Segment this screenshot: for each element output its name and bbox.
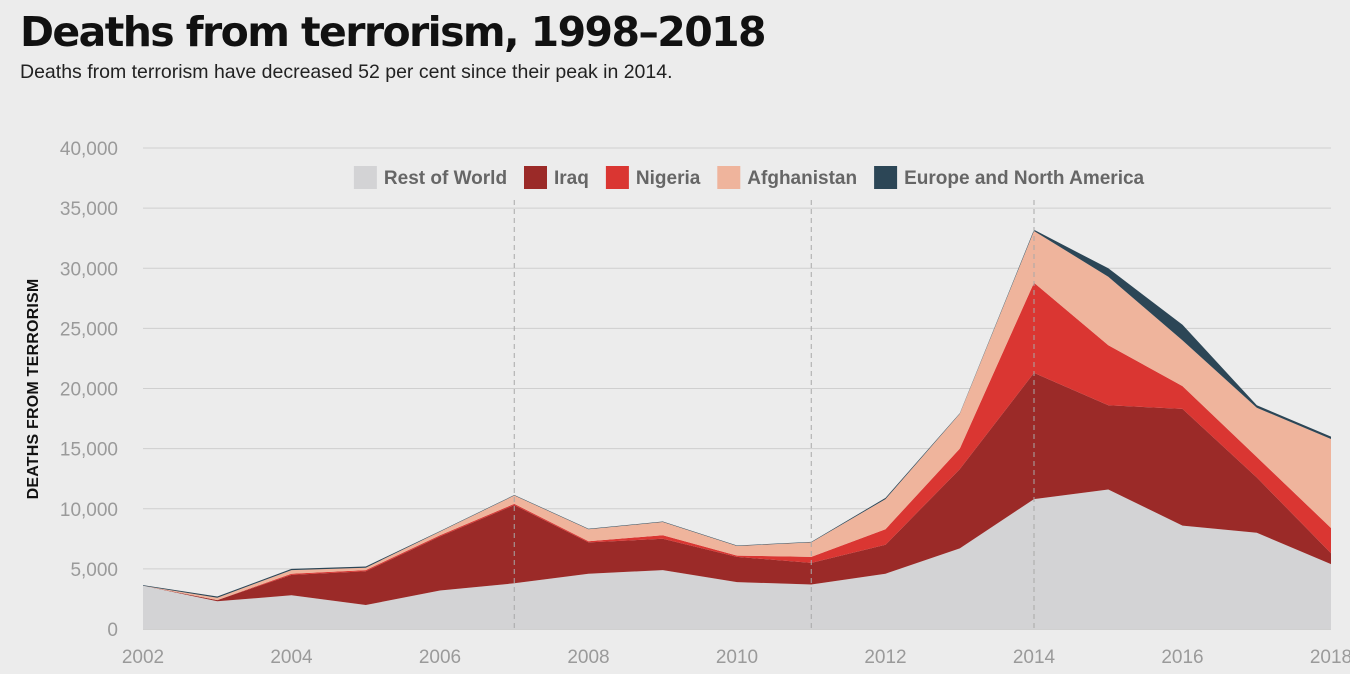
- x-tick-label: 2018: [1310, 647, 1350, 668]
- y-tick-label: 25,000: [60, 319, 118, 340]
- legend-label: Nigeria: [636, 168, 701, 189]
- legend-item: Nigeria: [605, 166, 701, 189]
- legend-label: Rest of World: [384, 168, 507, 189]
- x-tick-label: 2016: [1161, 647, 1203, 668]
- legend-swatch: [524, 166, 547, 189]
- legend: Rest of World Iraq Nigeria Afghanistan Europ…: [353, 166, 1145, 189]
- x-axis-ticks: 2002 2004 2006 2008 2010 2012 2014 2016 2018: [122, 647, 1350, 668]
- legend-item: Europe and North America: [874, 166, 1145, 189]
- legend-swatch: [353, 166, 377, 189]
- chart-subtitle: Deaths from terrorism have decreased 52 …: [20, 61, 673, 83]
- legend-item: Afghanistan: [717, 166, 857, 189]
- y-tick-label: 35,000: [60, 199, 118, 220]
- y-tick-label: 10,000: [60, 500, 118, 521]
- y-tick-label: 5,000: [70, 560, 118, 581]
- y-axis-ticks: 0 5,000 10,000 15,000 20,000 25,000 30,000 35,0…: [60, 139, 118, 641]
- x-tick-label: 2002: [122, 647, 164, 668]
- x-tick-label: 2004: [270, 647, 313, 668]
- x-tick-label: 2006: [419, 647, 461, 668]
- stacked-areas: [143, 229, 1331, 629]
- y-tick-label: 15,000: [60, 440, 118, 461]
- x-tick-label: 2008: [567, 647, 609, 668]
- legend-swatch: [874, 166, 898, 189]
- legend-label: Afghanistan: [747, 168, 857, 189]
- x-tick-label: 2012: [864, 647, 906, 668]
- y-tick-label: 20,000: [60, 380, 118, 401]
- chart-title: Deaths from terrorism, 1998–2018: [20, 8, 767, 56]
- x-tick-label: 2010: [716, 647, 758, 668]
- area-iraq: [143, 372, 1331, 605]
- legend-label: Iraq: [554, 168, 589, 189]
- legend-swatch: [717, 166, 741, 189]
- y-tick-label: 40,000: [60, 139, 118, 160]
- y-tick-label: 30,000: [60, 259, 118, 280]
- y-axis-label: DEATHS FROM TERRORISM: [25, 279, 42, 500]
- y-tick-label: 0: [107, 620, 118, 641]
- legend-item: Iraq: [524, 166, 589, 189]
- legend-label: Europe and North America: [904, 168, 1144, 189]
- legend-swatch: [605, 166, 629, 189]
- legend-item: Rest of World: [353, 166, 507, 189]
- x-tick-label: 2014: [1013, 647, 1056, 668]
